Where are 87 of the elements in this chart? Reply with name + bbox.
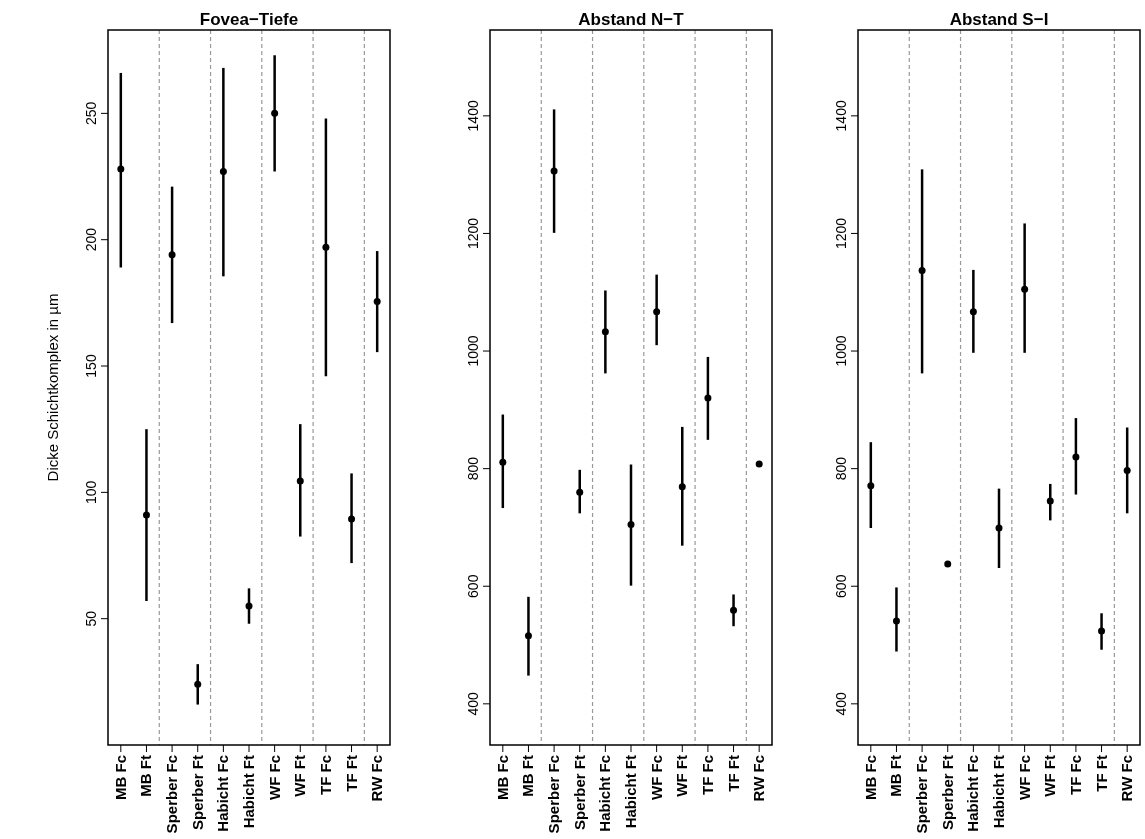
x-tick-label: WF Fc — [647, 755, 665, 800]
y-tick-label: 400 — [465, 691, 481, 716]
y-tick-label: 100 — [83, 480, 99, 505]
point — [755, 460, 763, 468]
point — [704, 394, 712, 402]
point — [1046, 497, 1054, 505]
x-tick-label: MB Ft — [137, 755, 155, 797]
point — [373, 298, 381, 306]
point — [1072, 453, 1080, 461]
point — [944, 560, 952, 568]
x-tick-label: Habicht Ft — [990, 755, 1007, 829]
x-tick-label: TF Fc — [1066, 755, 1084, 795]
y-tick-label: 250 — [83, 101, 99, 126]
point — [219, 167, 227, 175]
y-tick-label: 600 — [833, 574, 849, 598]
point — [524, 632, 532, 640]
y-tick-label: 600 — [465, 574, 481, 598]
x-tick-label: MB Ft — [519, 755, 537, 797]
x-tick-label: TF Ft — [342, 755, 360, 792]
point — [918, 266, 926, 274]
y-tick-label: 1000 — [465, 335, 481, 367]
y-tick-label: 200 — [83, 227, 99, 252]
y-tick-label: 1200 — [833, 217, 849, 250]
x-tick-label: MB Fc — [493, 755, 511, 800]
point — [245, 602, 253, 610]
y-tick-label: 1200 — [465, 217, 481, 250]
point — [1123, 466, 1131, 474]
point — [117, 165, 125, 173]
y-tick-label: 800 — [465, 456, 481, 481]
x-tick-label: Habicht Ft — [622, 755, 639, 829]
x-tick-label: Sperber Ft — [188, 755, 206, 831]
y-tick-label: 1400 — [833, 100, 849, 132]
point — [678, 483, 686, 491]
chart-title: Abstand N−T — [578, 10, 685, 29]
y-tick-label: 150 — [83, 354, 99, 378]
point — [730, 606, 738, 614]
x-tick-label: MB Fc — [861, 755, 879, 800]
x-tick-label: MB Fc — [111, 755, 129, 800]
point — [271, 109, 279, 117]
x-tick-label: Sperber Fc — [163, 755, 181, 834]
x-tick-label: TF Fc — [698, 755, 716, 795]
point — [576, 488, 584, 496]
x-tick-label: MB Ft — [887, 755, 905, 797]
point — [969, 308, 977, 316]
y-axis-title: Dicke Schichtkomplex in µm — [44, 293, 61, 482]
x-tick-label: RW Fc — [750, 755, 768, 802]
x-tick-label: RW Fc — [368, 755, 386, 802]
x-tick-label: RW Fc — [1118, 755, 1136, 802]
x-tick-label: TF Ft — [1092, 755, 1110, 792]
point — [892, 617, 900, 625]
x-tick-label: Sperber Ft — [938, 755, 956, 831]
y-tick-label: 400 — [833, 691, 849, 716]
x-tick-label: WF Fc — [265, 755, 283, 800]
x-tick-label: Habicht Ft — [240, 755, 257, 829]
point — [1021, 285, 1029, 293]
point — [142, 511, 150, 519]
x-tick-label: Habicht Fc — [596, 755, 614, 832]
point — [1098, 627, 1106, 635]
y-tick-label: 800 — [833, 456, 849, 481]
point — [550, 167, 558, 175]
x-tick-label: WF Ft — [291, 755, 309, 797]
point — [995, 524, 1003, 532]
x-tick-label: TF Fc — [316, 755, 334, 795]
point — [296, 477, 304, 485]
y-tick-label: 1000 — [833, 335, 849, 367]
x-tick-label: TF Ft — [724, 755, 742, 792]
y-tick-label: 50 — [83, 610, 99, 627]
x-tick-label: Habicht Fc — [964, 755, 982, 832]
x-tick-label: Habicht Fc — [214, 755, 232, 832]
x-tick-label: WF Fc — [1015, 755, 1033, 800]
y-tick-label: 1400 — [465, 100, 481, 132]
point — [322, 243, 330, 251]
point — [867, 482, 875, 490]
point — [194, 680, 202, 688]
x-tick-label: Sperber Fc — [913, 755, 931, 834]
point — [601, 328, 609, 336]
x-tick-label: Sperber Fc — [545, 755, 563, 834]
point — [168, 251, 176, 259]
point — [627, 521, 635, 528]
chart-title: Fovea−Tiefe — [199, 10, 299, 29]
chart-title: Abstand S−I — [949, 10, 1049, 29]
point — [348, 515, 356, 523]
point — [499, 458, 507, 466]
point — [653, 308, 661, 316]
x-tick-label: WF Ft — [673, 755, 691, 797]
x-tick-label: Sperber Ft — [570, 755, 588, 831]
x-tick-label: WF Ft — [1041, 755, 1059, 797]
